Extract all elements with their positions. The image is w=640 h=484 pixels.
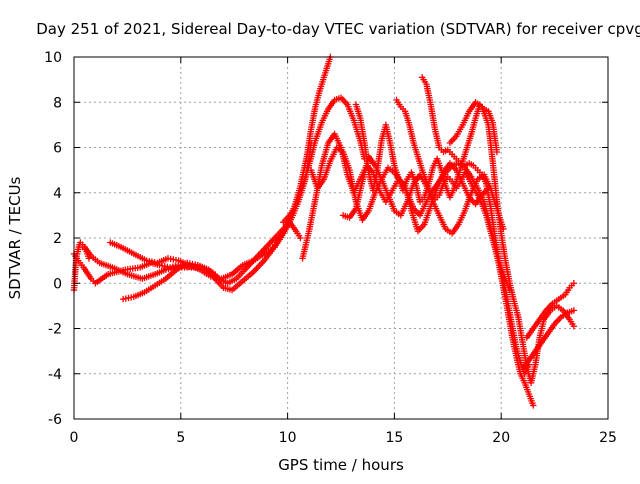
data-point (530, 402, 537, 409)
series-satellite-track-O (519, 307, 578, 373)
y-tick-label: 10 (44, 50, 62, 66)
series-satellite-track-N (523, 280, 578, 341)
x-tick-label: 25 (599, 430, 617, 446)
x-tick-label: 20 (492, 430, 510, 446)
series-satellite-track-E (119, 53, 334, 303)
y-axis-label: SDTVAR / TECUs (6, 176, 24, 299)
x-tick-label: 10 (279, 430, 297, 446)
x-axis-label: GPS time / hours (278, 456, 404, 474)
series-satellite-track-M (446, 99, 578, 386)
y-tick-label: 0 (53, 276, 62, 292)
y-tick-label: -6 (48, 412, 62, 428)
y-tick-label: 6 (53, 141, 62, 157)
y-tick-label: 2 (53, 231, 62, 247)
y-tick-label: 4 (53, 186, 62, 202)
axis-ticks: 0 5 10 15 20 25 -6 -4 -2 0 2 4 6 8 10 (44, 50, 617, 446)
x-tick-label: 0 (70, 430, 79, 446)
x-tick-label: 5 (176, 430, 185, 446)
y-tick-label: 8 (53, 95, 62, 111)
data-marks (70, 53, 578, 409)
data-point (570, 323, 578, 330)
data-point (493, 148, 501, 156)
chart-title: Day 251 of 2021, Sidereal Day-to-day VTE… (36, 20, 640, 38)
data-point (570, 280, 578, 287)
data-point (570, 307, 578, 314)
x-tick-label: 15 (385, 430, 403, 446)
y-tick-label: -2 (48, 322, 62, 338)
data-point (297, 234, 304, 242)
y-tick-label: -4 (48, 367, 62, 383)
